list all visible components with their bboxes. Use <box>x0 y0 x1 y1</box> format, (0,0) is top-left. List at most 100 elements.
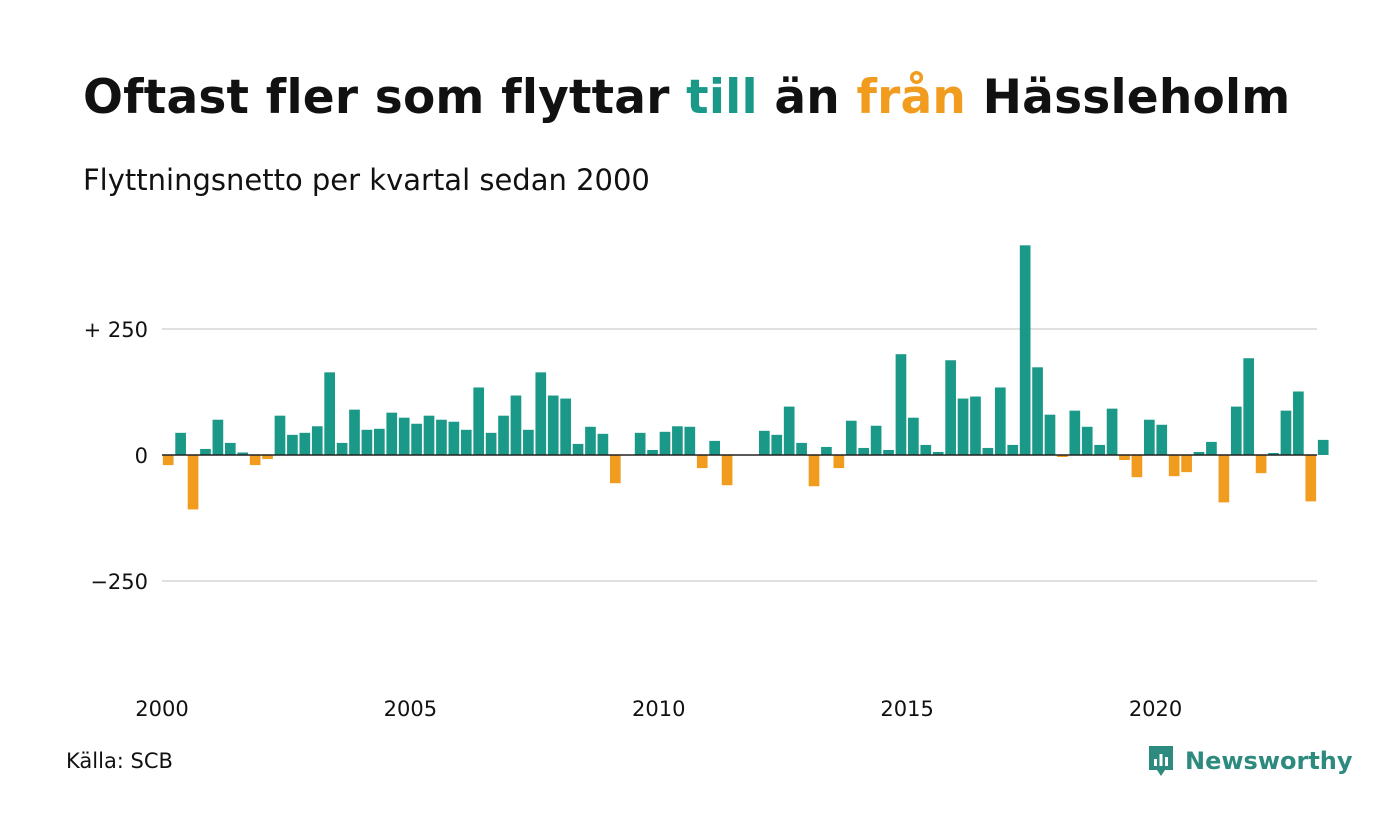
bar <box>1069 410 1081 455</box>
bar <box>1106 408 1118 455</box>
x-tick-label: 2010 <box>632 697 685 721</box>
bar <box>783 406 795 455</box>
bar <box>1168 455 1180 477</box>
bar <box>1243 358 1255 455</box>
bar <box>1131 455 1143 478</box>
y-tick-label: + 250 <box>84 318 148 342</box>
title-word-fran: från <box>856 70 967 125</box>
bar <box>523 429 534 455</box>
bar <box>361 429 373 455</box>
bar <box>1032 367 1043 455</box>
bar <box>274 415 286 455</box>
bar <box>771 434 783 455</box>
bar <box>572 443 584 455</box>
bar <box>709 440 721 455</box>
bar <box>1268 452 1279 455</box>
bar <box>460 429 472 455</box>
bar <box>672 426 683 455</box>
bar <box>249 455 261 466</box>
bar <box>336 442 348 455</box>
bar <box>212 419 224 455</box>
brand-logo: Newsworthy <box>1147 744 1353 778</box>
chart-title: Oftast fler som flyttar till än från Häs… <box>83 70 1290 125</box>
bar <box>634 432 646 455</box>
bar <box>224 442 236 455</box>
bar <box>262 455 273 460</box>
bar <box>547 395 559 455</box>
bar <box>535 372 547 455</box>
bar <box>1230 406 1242 455</box>
bar <box>1007 444 1019 455</box>
bar <box>696 455 708 469</box>
bar <box>1280 410 1292 455</box>
bar <box>299 432 311 455</box>
bar <box>982 447 994 455</box>
bar <box>1293 391 1304 455</box>
bar <box>373 428 385 455</box>
newsworthy-logo-icon <box>1149 746 1173 776</box>
x-tick-label: 2005 <box>384 697 437 721</box>
bar <box>870 425 882 455</box>
bar <box>609 455 621 484</box>
bar <box>498 415 509 455</box>
bar <box>597 433 609 455</box>
y-tick-label: 0 <box>135 444 148 468</box>
bar <box>1143 419 1155 455</box>
bar <box>162 455 174 466</box>
bar <box>758 430 770 455</box>
title-part-3: Hässleholm <box>966 70 1291 125</box>
bar <box>883 449 894 455</box>
x-tick-label: 2015 <box>880 697 933 721</box>
y-tick-label: −250 <box>90 570 148 594</box>
bar <box>448 421 460 455</box>
x-tick-label: 2000 <box>135 697 188 721</box>
bar <box>175 432 186 455</box>
bar <box>684 426 696 455</box>
bar <box>473 387 485 455</box>
bar <box>398 417 410 455</box>
y-axis-ticks: + 250 0 −250 <box>84 318 148 594</box>
bar <box>858 447 870 455</box>
x-tick-label: 2020 <box>1129 697 1182 721</box>
bar <box>386 412 398 455</box>
bar <box>324 372 336 455</box>
bar <box>1181 455 1192 473</box>
title-part-1: Oftast fler som flyttar <box>83 70 687 125</box>
title-part-2: än <box>757 70 857 125</box>
bar <box>411 423 422 455</box>
bar <box>485 432 497 455</box>
bar <box>423 415 435 455</box>
bar <box>349 409 360 455</box>
brand-name: Newsworthy <box>1185 747 1353 775</box>
bar <box>920 444 932 455</box>
x-axis-ticks: 2000 2005 2010 2015 2020 <box>135 697 1182 721</box>
bar <box>436 419 447 455</box>
bar <box>1193 451 1205 455</box>
bar <box>1057 455 1068 458</box>
bar <box>1317 439 1329 455</box>
bar <box>932 451 944 455</box>
bar <box>1094 444 1106 455</box>
bar <box>821 446 832 455</box>
bar <box>659 431 671 455</box>
bar <box>1206 441 1217 455</box>
bar <box>1081 426 1093 455</box>
bar <box>1156 424 1168 455</box>
bar <box>560 398 571 455</box>
bar <box>1255 455 1267 474</box>
grid-layer <box>162 328 1317 582</box>
bar <box>845 420 857 455</box>
bar <box>908 417 919 455</box>
bar <box>957 398 969 455</box>
bar <box>1019 245 1031 455</box>
bar <box>311 426 323 455</box>
bar <box>1119 455 1130 461</box>
bar <box>895 354 907 455</box>
bar <box>237 452 249 455</box>
bar <box>945 360 956 455</box>
bar <box>796 442 807 455</box>
bar <box>287 434 298 455</box>
bar <box>1044 414 1056 455</box>
bar <box>647 449 658 455</box>
